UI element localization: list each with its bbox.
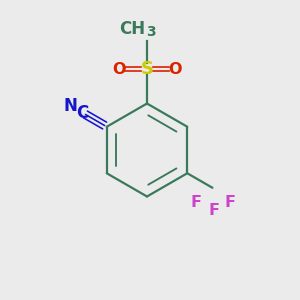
Text: F: F — [190, 195, 201, 210]
Text: CH: CH — [119, 20, 146, 38]
Text: O: O — [113, 61, 126, 76]
Text: F: F — [208, 203, 219, 218]
Text: F: F — [225, 195, 236, 210]
Text: N: N — [64, 97, 78, 115]
Text: C: C — [76, 103, 88, 122]
Text: 3: 3 — [146, 25, 156, 39]
Text: O: O — [168, 61, 181, 76]
Text: S: S — [140, 60, 154, 78]
